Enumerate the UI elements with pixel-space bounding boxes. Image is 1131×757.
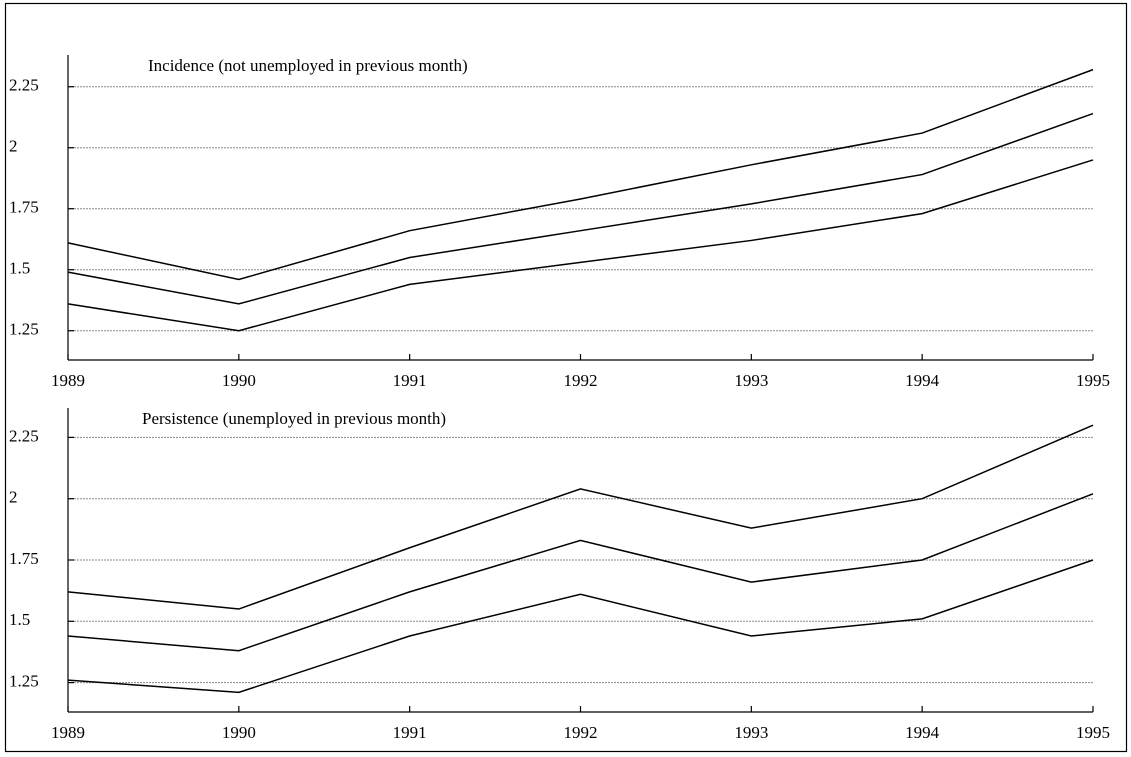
- x-tick-label: 1990: [222, 723, 256, 742]
- x-tick-label: 1991: [393, 371, 427, 390]
- x-tick-label: 1994: [905, 723, 940, 742]
- x-tick-label: 1989: [51, 371, 85, 390]
- x-tick-label: 1989: [51, 723, 85, 742]
- y-tick-label: 1.75: [9, 549, 39, 568]
- x-tick-label: 1995: [1076, 371, 1110, 390]
- panel-title: Persistence (unemployed in previous mont…: [142, 409, 446, 428]
- series-line: [67, 559, 1094, 694]
- x-tick-label: 1993: [734, 371, 768, 390]
- y-tick-label: 2: [9, 488, 18, 507]
- y-tick-label: 1.75: [9, 198, 39, 217]
- x-tick-label: 1994: [905, 371, 940, 390]
- x-tick-label: 1990: [222, 371, 256, 390]
- y-tick-label: 1.25: [9, 320, 39, 339]
- x-tick-label: 1992: [564, 371, 598, 390]
- series-line: [67, 68, 1094, 281]
- y-tick-label: 1.5: [9, 259, 30, 278]
- y-tick-label: 1.25: [9, 671, 39, 690]
- frame: [4, 2, 1128, 753]
- series-line: [67, 159, 1094, 332]
- series-line: [67, 112, 1094, 305]
- panel-title: Incidence (not unemployed in previous mo…: [148, 56, 468, 75]
- y-tick-label: 2: [9, 137, 18, 156]
- y-tick-label: 2.25: [9, 426, 39, 445]
- y-tick-label: 2.25: [9, 76, 39, 95]
- series-line: [67, 424, 1094, 610]
- x-tick-label: 1993: [734, 723, 768, 742]
- x-tick-label: 1995: [1076, 723, 1110, 742]
- series-line: [67, 493, 1094, 652]
- x-tick-label: 1992: [564, 723, 598, 742]
- x-tick-label: 1991: [393, 723, 427, 742]
- y-tick-label: 1.5: [9, 610, 30, 629]
